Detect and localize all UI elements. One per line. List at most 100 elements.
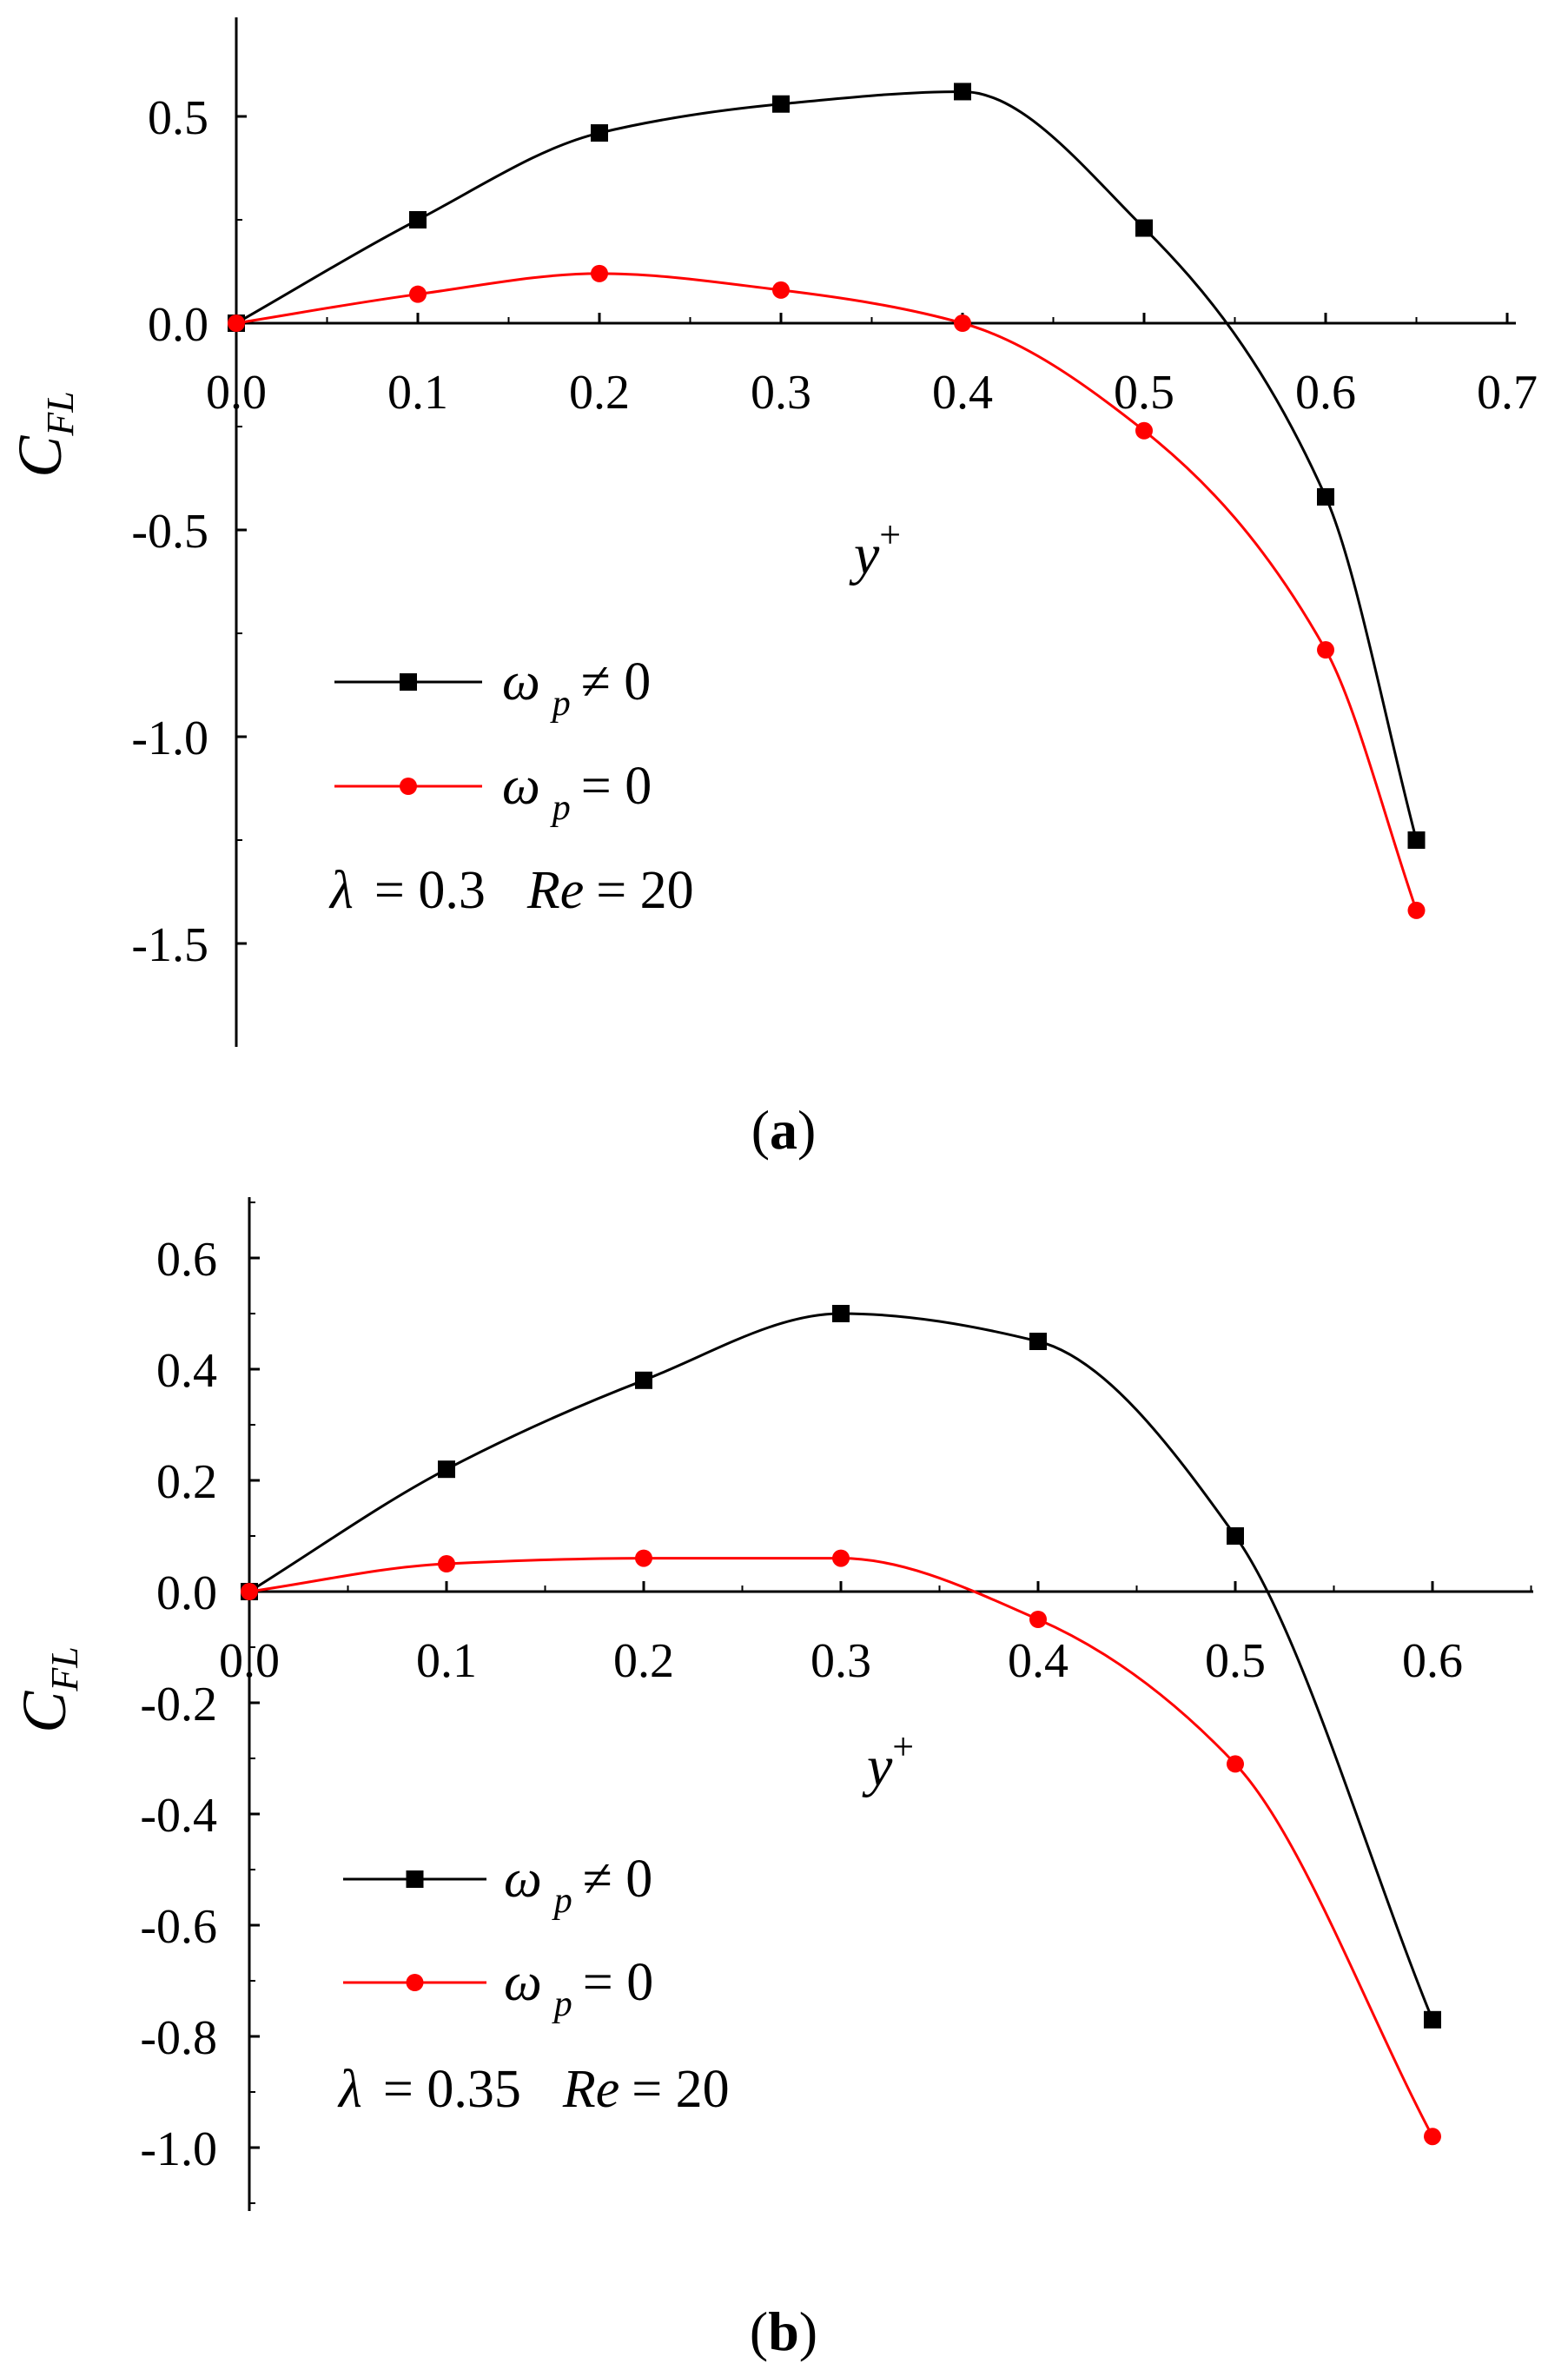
y-axis-label-subscript-b: FL (43, 1646, 86, 1691)
legend-label-rest-b-1: = 0 (583, 1953, 653, 2012)
x-tick-label-b: 0.2 (613, 1634, 674, 1688)
data-point-circle-b (635, 1549, 652, 1567)
y-tick-label-b: 0.6 (156, 1233, 217, 1287)
data-point-circle-a (591, 264, 608, 282)
legend-label-a-0: ω p ≠ 0 (502, 652, 651, 724)
legend-label-rest-a-1: = 0 (581, 757, 652, 816)
data-point-circle-b (1227, 1755, 1244, 1773)
data-point-circle-a (1317, 641, 1334, 659)
x-tick-label-b: 0.0 (219, 1634, 280, 1688)
legend-marker-b-1 (406, 1974, 424, 1991)
data-point-circle-b (832, 1549, 850, 1567)
y-tick-label-a: 0.0 (148, 298, 208, 352)
data-point-square-b (438, 1460, 455, 1479)
x-tick-label-a: 0.5 (1114, 366, 1174, 420)
x-tick-label-b: 0.4 (1008, 1634, 1068, 1688)
x-tick-label-a: 0.3 (751, 366, 811, 420)
panel-label-b-letter: b (768, 2300, 799, 2362)
y-tick-label-b: 0.0 (156, 1566, 217, 1620)
data-point-square-a (409, 211, 427, 228)
legend-label-subscript-b-0: p (552, 1881, 572, 1921)
legend-label-rest-b-0: ≠ 0 (583, 1850, 653, 1909)
legend-marker-a-1 (400, 778, 417, 795)
annotation-re-value-a: = 20 (596, 861, 693, 920)
legend-label-rest-a-0: ≠ 0 (581, 652, 652, 712)
x-tick-label-a: 0.1 (387, 366, 448, 420)
legend-label-a-1: ω p = 0 (502, 757, 652, 828)
y-tick-label-b: -0.8 (140, 2011, 217, 2065)
legend-label-symbol-a-1: ω (502, 757, 540, 816)
data-point-square-a (954, 83, 971, 101)
x-axis-label-main-b: y (862, 1735, 893, 1798)
data-point-square-a (1135, 219, 1153, 237)
x-axis-label-superscript-b: + (892, 1725, 914, 1768)
annotation-lambda-value-a: = 0.3 (374, 861, 486, 920)
legend-label-subscript-b-1: p (552, 1984, 572, 2024)
panel-label-b: (b) (750, 2300, 817, 2362)
legend-label-subscript-a-1: p (550, 788, 571, 828)
data-point-square-a (1317, 487, 1334, 506)
x-tick-label-b: 0.6 (1402, 1634, 1463, 1688)
data-point-square-b (1424, 2010, 1441, 2029)
chart-panel-a: 0.0 0.1 0.2 0.3 0.4 0.5 0.6 0.7 0.5 0.0 -0.5 -1.0 -1… (5, 17, 1538, 1047)
y-axis-label-b: CFL (10, 1646, 86, 1732)
x-tick-label-b: 0.3 (810, 1634, 871, 1688)
x-tick-label-a: 0.2 (569, 366, 630, 420)
panel-label-a-letter: a (770, 1099, 797, 1161)
y-axis-label-main-b: C (10, 1691, 79, 1733)
y-tick-label-b: -0.2 (140, 1678, 217, 1731)
legend-marker-a-0 (400, 673, 417, 691)
x-tick-label-a: 0.6 (1295, 366, 1356, 420)
annotation-re-value-b: = 20 (632, 2060, 729, 2119)
data-point-circle-a (772, 281, 790, 299)
data-point-circle-b (1029, 1611, 1047, 1628)
x-tick-label-a: 0.7 (1477, 366, 1538, 420)
data-point-circle-b (241, 1583, 258, 1600)
annotation-lambda-value-b: = 0.35 (383, 2060, 521, 2119)
data-point-square-a (1407, 831, 1426, 849)
y-tick-label-a: -0.5 (131, 505, 208, 559)
data-point-circle-a (954, 314, 971, 332)
y-tick-label-b: -1.0 (140, 2122, 217, 2176)
data-point-circle-b (1424, 2128, 1441, 2146)
y-tick-label-a: 0.5 (148, 91, 208, 145)
legend-label-symbol-b-0: ω (504, 1850, 542, 1909)
y-tick-label-b: 0.4 (156, 1344, 217, 1398)
annotation-re-symbol-a: Re (526, 861, 584, 920)
annotation-b: λ = 0.35 Re = 20 (337, 2060, 730, 2119)
x-tick-label-a: 0.4 (932, 366, 993, 420)
x-tick-label-b: 0.5 (1205, 1634, 1266, 1688)
annotation-lambda-symbol-b: λ (337, 2060, 362, 2119)
x-axis-label-b: y+ (862, 1725, 914, 1798)
data-point-circle-a (1135, 421, 1153, 440)
data-point-square-b (832, 1305, 850, 1322)
y-tick-label-b: -0.4 (140, 1789, 217, 1843)
x-tick-label-a: 0.0 (206, 366, 267, 420)
x-axis-label-a: y+ (849, 513, 901, 586)
y-tick-label-a: -1.5 (131, 918, 208, 972)
data-point-square-b (635, 1371, 652, 1389)
y-axis-label-a: CFL (5, 391, 82, 477)
chart-panel-b: 0.0 0.1 0.2 0.3 0.4 0.5 0.60.60.40.20.0-0.2-0.… (10, 1197, 1533, 2211)
legend-label-symbol-b-1: ω (504, 1953, 542, 2012)
legend-label-symbol-a-0: ω (502, 652, 540, 712)
x-axis-label-main-a: y (849, 523, 880, 586)
y-axis-label-main-a: C (5, 435, 75, 478)
panel-label-a: (a) (751, 1099, 817, 1161)
data-point-square-b (1029, 1333, 1047, 1350)
legend-label-b-0: ω p ≠ 0 (504, 1850, 652, 1921)
legend-label-b-1: ω p = 0 (504, 1953, 653, 2024)
data-point-square-b (1227, 1527, 1244, 1545)
data-point-square-a (591, 124, 608, 142)
y-tick-label-b: -0.6 (140, 1900, 217, 1954)
series-line-a-0 (235, 89, 1418, 841)
annotation-lambda-symbol-a: λ (328, 861, 354, 920)
legend-label-subscript-a-0: p (550, 684, 571, 724)
annotation-re-symbol-b: Re (562, 2060, 619, 2119)
y-axis-label-subscript-a: FL (39, 391, 82, 436)
data-point-circle-a (1407, 901, 1426, 919)
data-point-circle-a (228, 314, 245, 332)
y-tick-label-b: 0.2 (156, 1455, 217, 1509)
data-point-circle-a (409, 285, 427, 303)
